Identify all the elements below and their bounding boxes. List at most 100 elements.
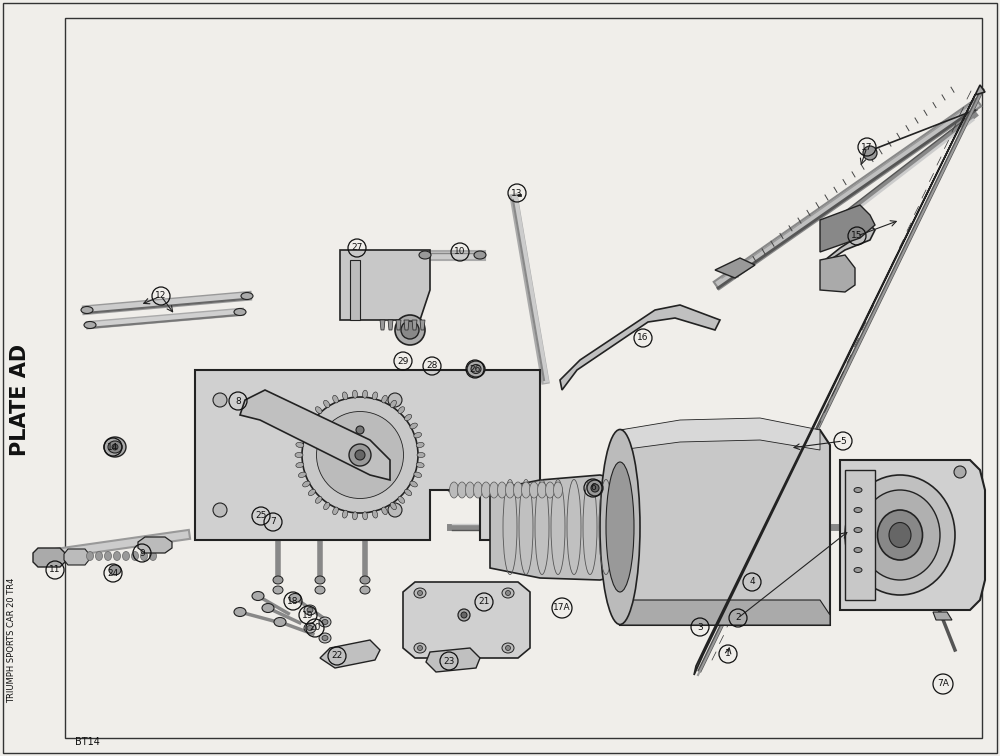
Ellipse shape [466, 482, 475, 498]
Ellipse shape [398, 497, 405, 503]
Ellipse shape [854, 488, 862, 492]
Polygon shape [820, 205, 875, 252]
Polygon shape [933, 612, 952, 620]
Ellipse shape [87, 551, 94, 560]
Ellipse shape [414, 588, 426, 598]
Text: 8: 8 [235, 396, 241, 405]
Ellipse shape [502, 643, 514, 653]
Ellipse shape [889, 522, 911, 547]
Ellipse shape [554, 482, 562, 498]
Ellipse shape [467, 361, 485, 377]
Polygon shape [620, 430, 830, 625]
Polygon shape [340, 250, 430, 320]
Ellipse shape [522, 482, 530, 498]
Ellipse shape [498, 482, 507, 498]
Polygon shape [715, 258, 755, 278]
Text: 6: 6 [590, 484, 596, 492]
Ellipse shape [474, 482, 482, 498]
Text: TRIUMPH SPORTS CAR 20 TR4: TRIUMPH SPORTS CAR 20 TR4 [7, 578, 17, 702]
Ellipse shape [506, 482, 514, 498]
Ellipse shape [954, 466, 966, 478]
Ellipse shape [304, 605, 316, 615]
Text: PLATE AD: PLATE AD [10, 344, 30, 456]
Ellipse shape [252, 591, 264, 600]
Ellipse shape [319, 633, 331, 643]
Text: 22: 22 [331, 652, 343, 661]
Polygon shape [420, 320, 425, 330]
Ellipse shape [458, 482, 466, 498]
Ellipse shape [502, 588, 514, 598]
Ellipse shape [538, 482, 546, 498]
Text: 7A: 7A [937, 680, 949, 689]
Text: 13: 13 [511, 188, 523, 197]
Ellipse shape [401, 321, 419, 339]
Ellipse shape [395, 315, 425, 345]
Ellipse shape [273, 576, 283, 584]
Ellipse shape [418, 646, 422, 650]
Polygon shape [320, 640, 380, 668]
Text: 14: 14 [107, 442, 119, 451]
Text: 9: 9 [139, 549, 145, 557]
Polygon shape [404, 320, 409, 330]
Ellipse shape [414, 472, 422, 478]
Polygon shape [64, 549, 89, 565]
Ellipse shape [308, 489, 315, 496]
Ellipse shape [482, 482, 490, 498]
Ellipse shape [360, 586, 370, 594]
Ellipse shape [506, 646, 511, 650]
Ellipse shape [382, 395, 387, 403]
Ellipse shape [150, 551, 156, 560]
Ellipse shape [417, 453, 425, 457]
Ellipse shape [234, 308, 246, 315]
Ellipse shape [845, 475, 955, 595]
Ellipse shape [349, 444, 371, 466]
Ellipse shape [363, 512, 368, 520]
Polygon shape [560, 305, 720, 390]
Polygon shape [388, 320, 393, 330]
Ellipse shape [414, 432, 422, 438]
Ellipse shape [372, 510, 378, 518]
Text: 3: 3 [697, 622, 703, 631]
Polygon shape [350, 260, 360, 320]
Ellipse shape [304, 623, 316, 633]
Ellipse shape [388, 503, 402, 517]
Text: 15: 15 [851, 231, 863, 240]
Ellipse shape [112, 444, 118, 450]
Ellipse shape [416, 463, 424, 468]
Ellipse shape [356, 426, 364, 434]
Ellipse shape [863, 146, 877, 160]
Ellipse shape [96, 551, 103, 560]
Ellipse shape [81, 306, 93, 314]
Text: 29: 29 [397, 357, 409, 365]
Ellipse shape [458, 609, 470, 621]
Text: 10: 10 [454, 247, 466, 256]
Ellipse shape [506, 590, 511, 596]
Polygon shape [426, 648, 480, 672]
Polygon shape [694, 85, 985, 675]
Ellipse shape [471, 364, 481, 373]
Ellipse shape [303, 423, 310, 429]
Ellipse shape [315, 586, 325, 594]
Text: 2: 2 [735, 614, 741, 622]
Ellipse shape [352, 512, 357, 520]
Polygon shape [620, 600, 830, 625]
Ellipse shape [514, 482, 522, 498]
Ellipse shape [410, 423, 417, 429]
Ellipse shape [390, 401, 396, 407]
Ellipse shape [363, 390, 368, 398]
Ellipse shape [298, 432, 306, 438]
Text: 4: 4 [749, 578, 755, 587]
Ellipse shape [296, 463, 304, 468]
Text: 25: 25 [255, 512, 267, 520]
Polygon shape [380, 320, 385, 330]
Text: 24: 24 [107, 569, 119, 578]
Polygon shape [412, 320, 417, 330]
Ellipse shape [530, 482, 538, 498]
Ellipse shape [405, 414, 412, 420]
Ellipse shape [295, 453, 303, 457]
Polygon shape [403, 582, 530, 658]
Ellipse shape [360, 576, 370, 584]
Text: 23: 23 [443, 656, 455, 665]
Ellipse shape [854, 507, 862, 513]
Ellipse shape [298, 472, 306, 478]
